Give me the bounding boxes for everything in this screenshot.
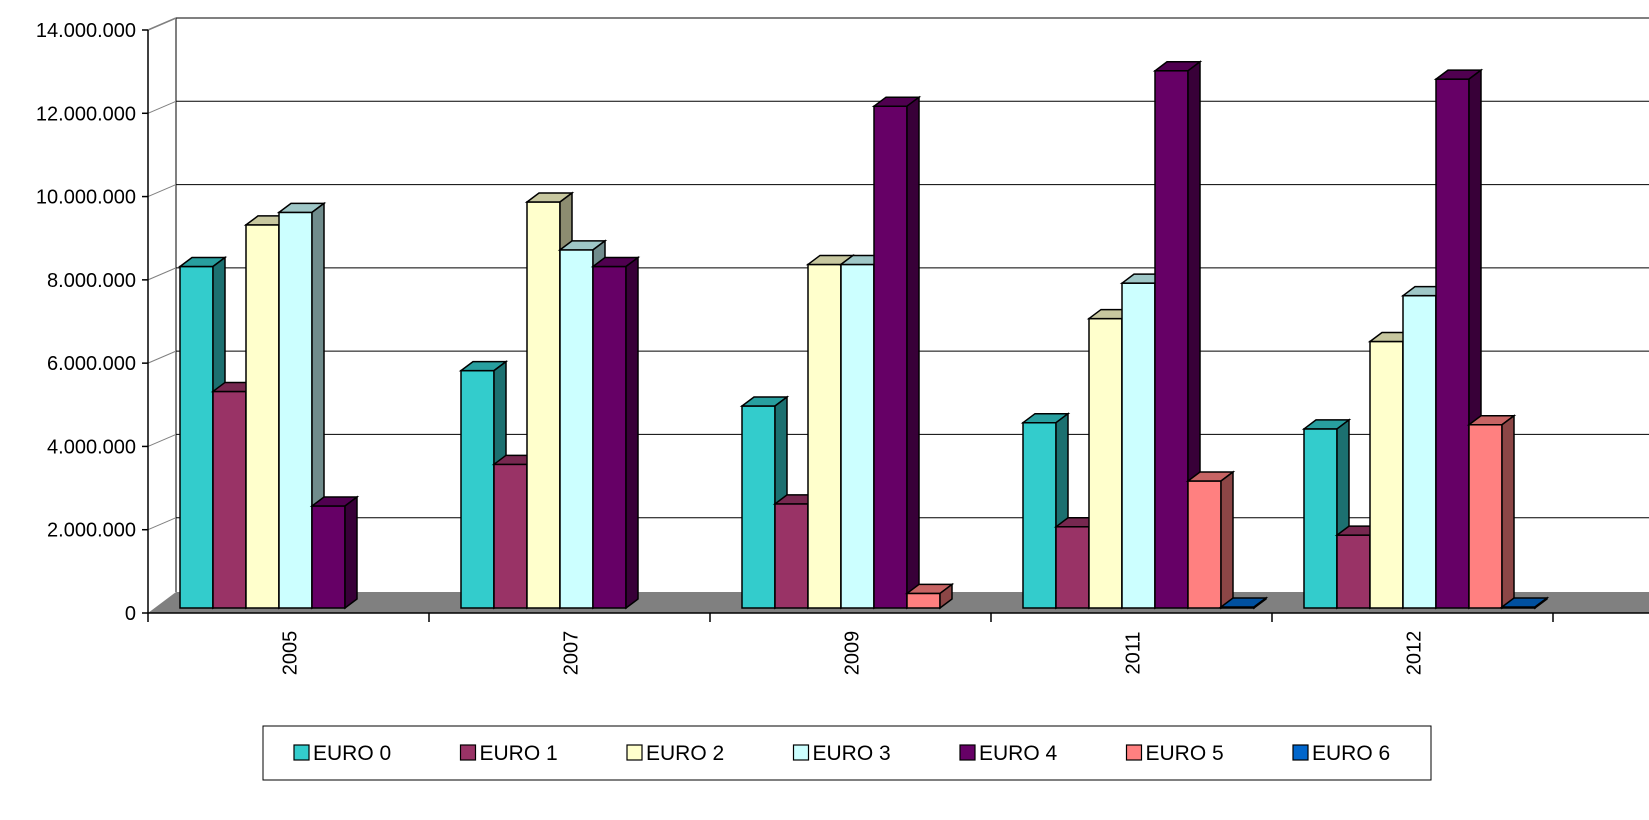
- legend-item-euro-4: EURO 4: [959, 742, 1058, 765]
- bars: [177, 60, 1550, 610]
- side-gridline: [147, 17, 177, 31]
- y-tick-label: 4.000.000: [47, 436, 136, 458]
- bar-side: [1501, 414, 1515, 610]
- bar-side: [1534, 596, 1548, 610]
- bar-front: [906, 592, 941, 609]
- y-tick-label: 2.000.000: [47, 520, 136, 542]
- legend-item-euro-1: EURO 1: [459, 742, 558, 765]
- x-tick-label: 2005: [280, 631, 302, 676]
- bar-front: [741, 405, 776, 609]
- legend-label: EURO 1: [480, 742, 558, 765]
- y-tick-label: 10.000.000: [36, 187, 136, 209]
- bar-front: [278, 211, 313, 609]
- bar-front: [212, 390, 247, 609]
- bar-front: [1435, 78, 1470, 609]
- side-gridline: [147, 184, 177, 198]
- bar-euro-4-2011: [1152, 60, 1203, 610]
- legend-label: EURO 5: [1146, 742, 1224, 765]
- bar-side: [344, 495, 358, 610]
- legend-label: EURO 0: [313, 742, 391, 765]
- y-tick-label: 6.000.000: [47, 353, 136, 375]
- legend: EURO 0 EURO 1 EURO 2 EURO 3 EURO 4 EURO 5 EURO…: [262, 725, 1432, 781]
- legend-label: EURO 2: [646, 742, 724, 765]
- legend-item-euro-5: EURO 5: [1125, 742, 1224, 765]
- bar-front: [559, 249, 594, 609]
- legend-label: EURO 3: [813, 742, 891, 765]
- bar-front: [807, 263, 842, 609]
- x-axis: 2005 2007 2009 2011 2012: [147, 612, 1649, 676]
- bar-front: [1022, 421, 1057, 609]
- bar-front: [245, 224, 280, 609]
- side-gridline: [147, 100, 177, 114]
- legend-swatch: [792, 744, 810, 761]
- bar-front: [460, 369, 495, 609]
- legend-label: EURO 6: [1312, 742, 1390, 765]
- bar-euro-5-2009: [904, 582, 955, 610]
- legend-swatch: [1125, 744, 1143, 761]
- bar-front: [1303, 428, 1338, 609]
- legend-swatch: [626, 744, 643, 761]
- bar-euro-4-2007: [590, 256, 641, 610]
- bar-front: [311, 505, 346, 609]
- y-tick-label: 12.000.000: [36, 103, 136, 125]
- bar-front: [179, 265, 214, 609]
- x-tick-label: 2007: [561, 631, 583, 676]
- y-tick-label: 14.000.000: [36, 20, 136, 42]
- bar-front: [493, 463, 528, 609]
- bar-side: [906, 95, 920, 610]
- x-tick-label: 2011: [1123, 631, 1145, 674]
- bar-front: [592, 265, 627, 609]
- legend-swatch: [1292, 744, 1309, 761]
- bar-front: [1369, 340, 1404, 609]
- y-tick-label: 0: [125, 603, 136, 625]
- side-gridline: [147, 350, 177, 364]
- y-axis: 0 2.000.000 4.000.000 6.000.000 8.000.000 10.…: [36, 20, 149, 625]
- side-gridline: [147, 517, 177, 531]
- bar-euro-0-2012: [1301, 418, 1352, 610]
- bar-front: [1088, 317, 1123, 609]
- legend-swatch: [459, 744, 477, 761]
- bar-front: [1336, 534, 1371, 609]
- bar-front: [1187, 480, 1222, 609]
- legend-box: [262, 725, 1432, 781]
- bar-euro-5-2011: [1185, 470, 1236, 610]
- legend-swatch: [293, 744, 310, 761]
- bar-front: [1468, 424, 1503, 609]
- side-gridline: [147, 433, 177, 447]
- bar-front: [840, 263, 875, 609]
- bar-front: [1402, 294, 1437, 609]
- bar-side: [1253, 596, 1267, 610]
- x-tick-label: 2012: [1404, 631, 1426, 676]
- legend-swatch: [959, 744, 976, 761]
- legend-item-euro-6: EURO 6: [1292, 742, 1390, 765]
- legend-item-euro-2: EURO 2: [626, 742, 724, 765]
- bar-front: [1154, 70, 1189, 609]
- bar-euro-4-2009: [871, 95, 922, 610]
- y-tick-label: 8.000.000: [47, 270, 136, 292]
- legend-item-euro-3: EURO 3: [792, 742, 891, 765]
- bar-front: [774, 503, 809, 609]
- bar-front: [526, 201, 561, 609]
- bar-front: [1121, 282, 1156, 609]
- bar-euro-5-2012: [1466, 414, 1517, 610]
- bar-side: [1220, 470, 1234, 610]
- legend-item-euro-0: EURO 0: [293, 742, 391, 765]
- bar-front: [1055, 526, 1090, 609]
- side-gridline: [147, 267, 177, 281]
- bar-front: [873, 105, 908, 609]
- x-tick-label: 2009: [842, 631, 864, 676]
- bar-euro-4-2005: [309, 495, 360, 610]
- legend-label: EURO 4: [979, 742, 1058, 765]
- bar-euro-6-2012: [1499, 596, 1550, 610]
- bar-euro-6-2011: [1218, 596, 1269, 610]
- bar-side: [625, 256, 639, 610]
- bar-side: [939, 582, 953, 610]
